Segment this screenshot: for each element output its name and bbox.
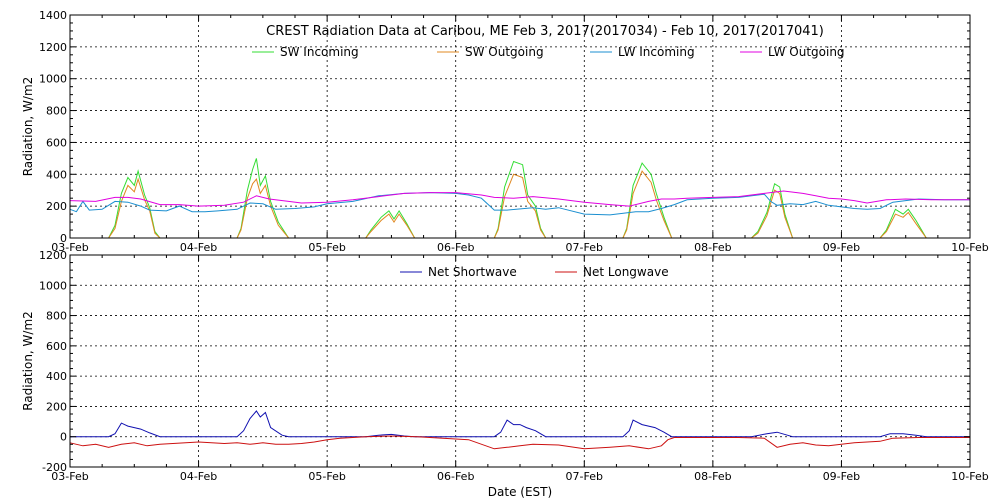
y-tick-label: 200 (46, 200, 67, 213)
chart-title: CREST Radiation Data at Caribou, ME Feb … (266, 24, 824, 39)
series-line-net-longwave (69, 435, 970, 450)
y-axis-title: Radiation, W/m2 (21, 77, 35, 177)
x-tick-label: 06-Feb (437, 241, 474, 254)
x-tick-label: 07-Feb (566, 241, 603, 254)
legend-label: SW Outgoing (465, 45, 544, 59)
y-tick-label: 1000 (39, 73, 67, 86)
x-tick-label: 04-Feb (180, 470, 217, 483)
series-line-net-shortwave (70, 410, 970, 438)
plot-frame (69, 254, 971, 468)
x-tick-label: 08-Feb (694, 470, 731, 483)
y-tick-label: 0 (60, 431, 67, 444)
y-tick-label: 600 (46, 136, 67, 149)
y-tick-label: 0 (60, 232, 67, 245)
x-tick-label: 09-Feb (823, 470, 860, 483)
y-tick-label: 600 (46, 340, 67, 353)
y-tick-label: 1000 (39, 279, 67, 292)
chart-panel-2: -200 0 200 400 600 800 1000 1200 03-Feb 04-Feb 05-… (21, 249, 989, 499)
y-tick-label: 400 (46, 370, 67, 383)
x-tick-label: 05-Feb (308, 241, 345, 254)
y-tick-label: 400 (46, 168, 67, 181)
y-axis-title: Radiation, W/m2 (21, 311, 35, 411)
legend-label: Net Longwave (583, 265, 669, 279)
x-tick-label: 09-Feb (823, 241, 860, 254)
x-tick-label: 10-Feb (951, 470, 988, 483)
x-tick-label: 05-Feb (308, 470, 345, 483)
y-tick-label: 800 (46, 105, 67, 118)
legend-label: Net Shortwave (428, 265, 517, 279)
x-tick-label: 07-Feb (566, 470, 603, 483)
legend-label: LW Outgoing (768, 45, 845, 59)
y-tick-label: 200 (46, 400, 67, 413)
x-tick-label: 06-Feb (437, 470, 474, 483)
x-tick-label: 04-Feb (180, 241, 217, 254)
y-tick-label: 1200 (39, 249, 67, 262)
x-axis-title: Date (EST) (488, 485, 552, 499)
y-tick-label: 1400 (39, 9, 67, 22)
x-tick-label: 03-Feb (51, 241, 88, 254)
series-line-lw-incoming (69, 192, 970, 216)
y-tick-label: 800 (46, 310, 67, 323)
x-tick-label: 08-Feb (694, 241, 731, 254)
legend-label: LW Incoming (618, 45, 695, 59)
legend-label: SW Incoming (280, 45, 359, 59)
series-line-lw-outgoing (69, 190, 970, 207)
x-tick-label: 10-Feb (951, 241, 988, 254)
chart-panel-1: 0 200 400 600 800 1000 1200 1400 03-Feb 04-Feb 05-… (21, 9, 989, 254)
x-tick-label: 03-Feb (51, 470, 88, 483)
y-tick-label: -200 (42, 461, 67, 474)
y-tick-label: 1200 (39, 41, 67, 54)
series-line-sw-outgoing (70, 170, 970, 239)
